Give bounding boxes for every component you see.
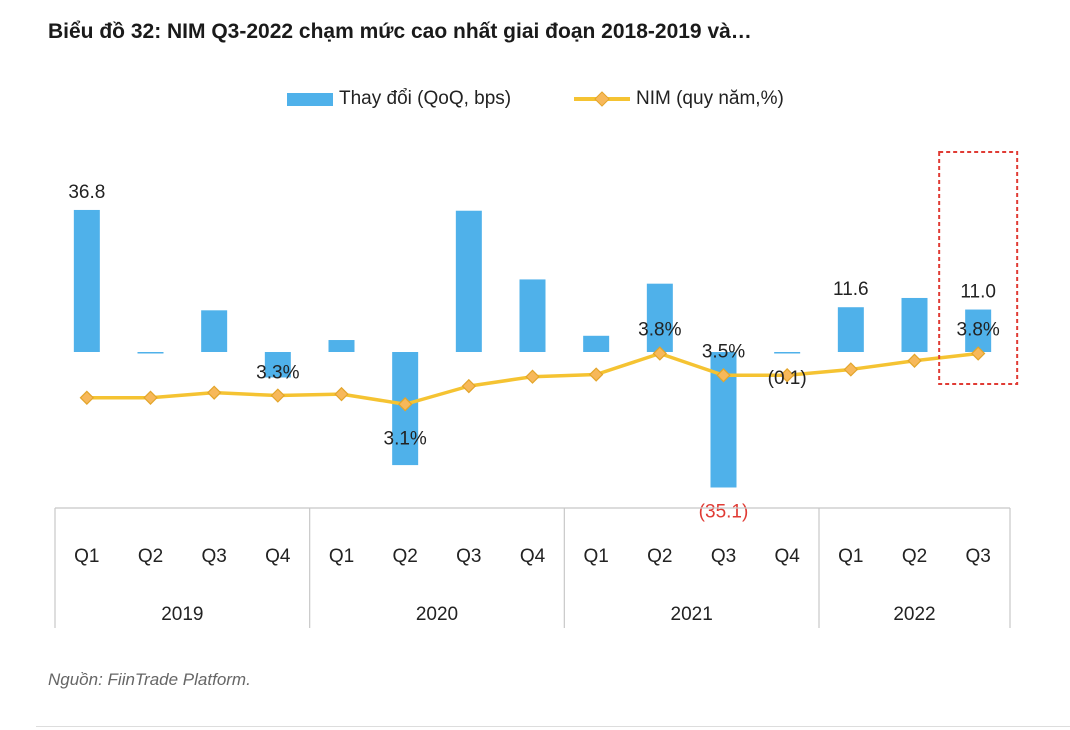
nim-point-14 xyxy=(970,346,986,361)
year-label-2019: 2019 xyxy=(161,604,203,625)
nim-point-8 xyxy=(588,367,604,382)
nim-label-5: 3.1% xyxy=(384,428,427,449)
nim-point-1 xyxy=(143,390,158,405)
nim-point-11 xyxy=(779,368,795,383)
bar-1 xyxy=(137,352,164,354)
footer-divider xyxy=(36,726,1070,727)
bar-12 xyxy=(837,307,864,352)
nim-point-4 xyxy=(334,386,349,402)
highlight-box xyxy=(938,151,1019,385)
source-note: Nguồn: FiinTrade Platform. xyxy=(48,670,251,689)
x-tick-5: Q2 xyxy=(392,546,417,567)
x-tick-11: Q4 xyxy=(774,546,800,567)
bar-13 xyxy=(901,297,928,352)
x-tick-2: Q3 xyxy=(201,546,226,567)
nim-label-10: 3.5% xyxy=(702,341,745,362)
bar-label-0: 36.8 xyxy=(68,182,105,203)
legend-item-line: NIM (quy năm,%) xyxy=(574,88,784,110)
legend-item-bar: Thay đổi (QoQ, bps) xyxy=(287,88,511,110)
bar-4 xyxy=(328,340,355,352)
x-tick-13: Q2 xyxy=(902,546,927,567)
nim-label-14: 3.8% xyxy=(957,320,1000,341)
x-tick-6: Q3 xyxy=(456,546,481,567)
bar-label-14: 11.0 xyxy=(960,282,996,303)
x-tick-8: Q1 xyxy=(583,546,608,567)
nim-point-13 xyxy=(907,353,922,368)
nim-point-9 xyxy=(652,346,668,361)
chart-title: Biểu đồ 32: NIM Q3-2022 chạm mức cao nhấ… xyxy=(48,20,752,43)
x-tick-10: Q3 xyxy=(711,546,736,567)
legend-line-label: NIM (quy năm,%) xyxy=(636,88,784,109)
legend-bar-swatch xyxy=(287,92,333,106)
nim-point-2 xyxy=(206,385,222,400)
x-tick-14: Q3 xyxy=(965,546,990,567)
nim-label-3: 3.3% xyxy=(256,363,299,384)
year-label-2021: 2021 xyxy=(671,604,713,625)
x-tick-7: Q4 xyxy=(520,546,546,567)
x-tick-9: Q2 xyxy=(647,546,672,567)
x-tick-4: Q1 xyxy=(329,546,354,567)
bar-2 xyxy=(201,310,228,352)
bar-0 xyxy=(73,209,100,352)
nim-point-10 xyxy=(716,368,731,383)
nim-point-3 xyxy=(270,388,286,403)
legend: Thay đổi (QoQ, bps) NIM (quy năm,%) xyxy=(0,88,1070,116)
bar-3 xyxy=(264,352,291,378)
nim-point-0 xyxy=(79,390,95,405)
bar-label-11: (0.1) xyxy=(768,368,807,389)
x-tick-0: Q1 xyxy=(74,546,99,567)
bar-11 xyxy=(774,352,801,354)
bar-label-12: 11.6 xyxy=(833,279,869,300)
nim-label-9: 3.8% xyxy=(638,320,681,341)
bar-9 xyxy=(646,283,673,352)
nim-point-7 xyxy=(525,369,540,384)
bar-label-10: (35.1) xyxy=(699,501,749,522)
bar-14 xyxy=(965,309,992,352)
bar-6 xyxy=(455,210,482,352)
x-tick-1: Q2 xyxy=(138,546,163,567)
legend-bar-label: Thay đổi (QoQ, bps) xyxy=(339,88,512,109)
bar-7 xyxy=(519,279,546,352)
nim-point-12 xyxy=(843,362,859,377)
nim-point-6 xyxy=(461,378,477,394)
x-tick-12: Q1 xyxy=(838,546,863,567)
bar-8 xyxy=(583,335,610,352)
year-label-2022: 2022 xyxy=(893,604,935,625)
x-tick-3: Q4 xyxy=(265,546,291,567)
legend-line-swatch xyxy=(574,91,630,107)
year-label-2020: 2020 xyxy=(416,604,458,625)
nim-point-5 xyxy=(397,397,413,412)
